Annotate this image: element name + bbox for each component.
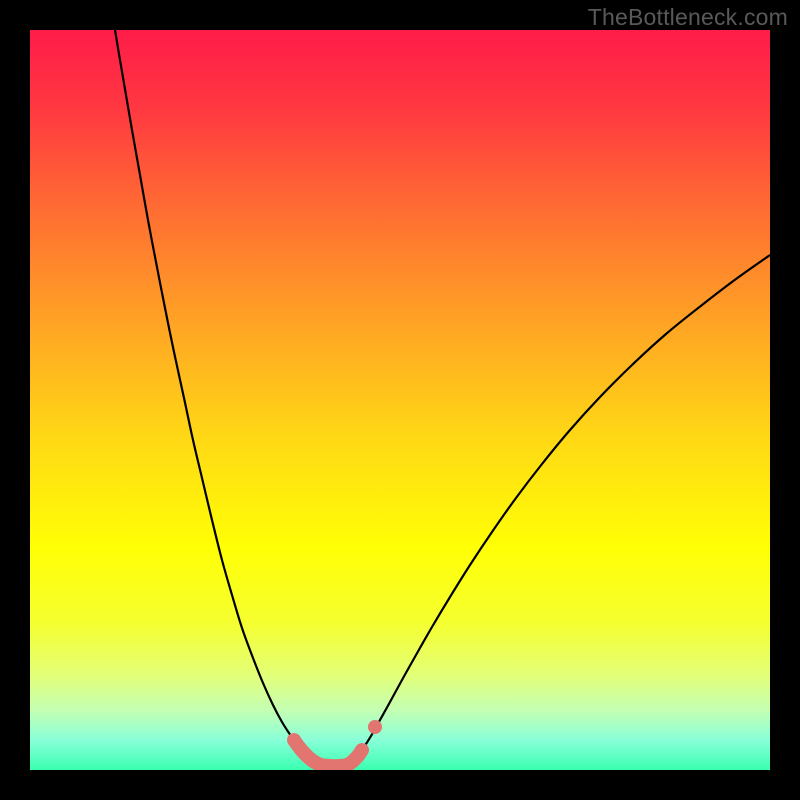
pink-marker-dot bbox=[368, 720, 382, 734]
chart-background bbox=[30, 30, 770, 770]
bottleneck-chart bbox=[30, 30, 770, 770]
chart-frame: TheBottleneck.com bbox=[0, 0, 800, 800]
watermark-text: TheBottleneck.com bbox=[588, 4, 788, 31]
